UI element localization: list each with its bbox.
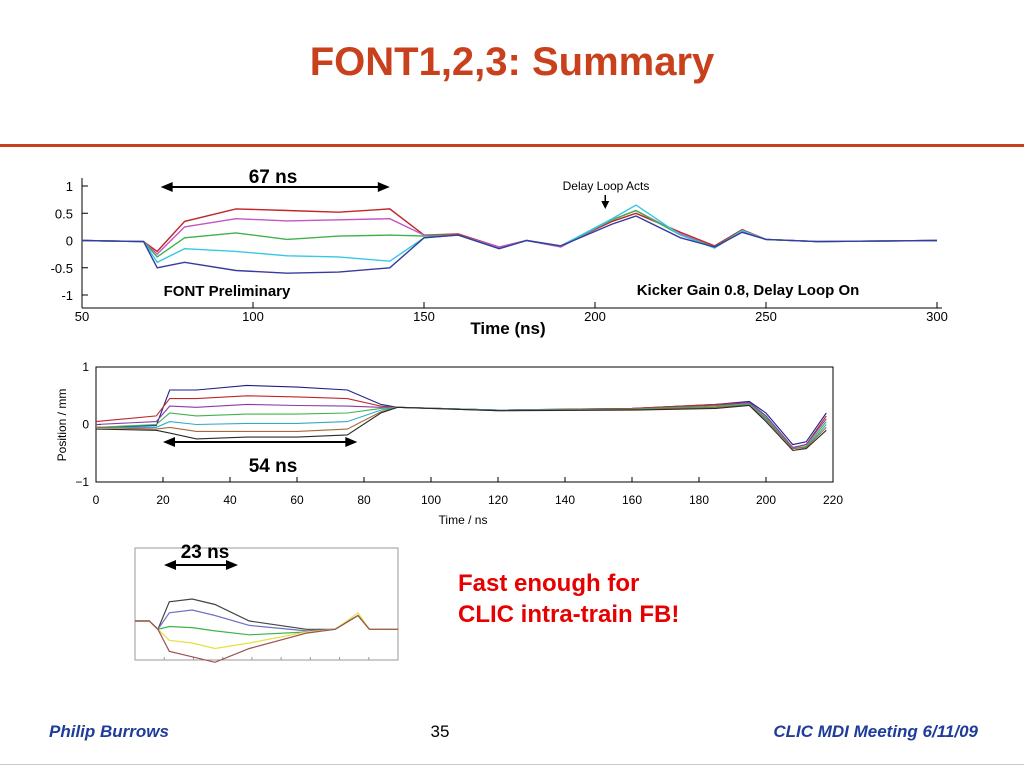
chart1-y-tick-label: -0.5 — [51, 261, 73, 276]
chart1-delay-arrow-head — [601, 201, 610, 209]
chart1-interval-arrow-left — [160, 182, 173, 192]
footer-event: CLIC MDI Meeting 6/11/09 — [773, 722, 978, 741]
chart1-x-tick-label: 300 — [926, 309, 948, 324]
slide-title: FONT1,2,3: Summary — [309, 40, 715, 84]
chart2-interval-arrow-left — [163, 437, 175, 447]
chart2-x-tick-label: 40 — [223, 493, 237, 507]
chart1-interval-arrow-right — [377, 182, 390, 192]
chart1-y-tick-label: 1 — [66, 179, 73, 194]
chart1-series-4 — [81, 204, 938, 264]
chart2-x-tick-label: 120 — [488, 493, 508, 507]
chart1-y-tick-label: 0.5 — [55, 206, 73, 221]
chart3-series-3 — [135, 614, 398, 636]
conclusion-note: Fast enough for CLIC intra-train FB! — [458, 568, 679, 630]
chart2-y-tick-label: −1 — [75, 475, 89, 489]
chart2-x-tick-label: 20 — [156, 493, 170, 507]
chart2-series-7 — [95, 404, 827, 451]
chart2-y-tick-label: 1 — [82, 360, 89, 374]
chart2-x-tick-label: 100 — [421, 493, 441, 507]
chart2-x-tick-label: 60 — [290, 493, 304, 507]
chart1-y-tick-label: -1 — [61, 288, 73, 303]
footer-divider — [0, 764, 1024, 765]
chart1-x-tick-label: 150 — [413, 309, 435, 324]
chart2-series-1 — [95, 384, 827, 446]
chart3-series-4 — [135, 611, 398, 650]
chart1-y-tick-label: 0 — [66, 234, 73, 249]
chart1-x-tick-label: 250 — [755, 309, 777, 324]
chart2-x-tick-label: 160 — [622, 493, 642, 507]
chart1-condition-label: Kicker Gain 0.8, Delay Loop On — [637, 282, 860, 299]
chart2-x-tick-label: 200 — [756, 493, 776, 507]
chart2-interval-arrow-right — [345, 437, 358, 447]
chart3-series-5 — [135, 614, 398, 663]
chart2-x-axis-label: Time / ns — [439, 513, 488, 527]
note-line-1: Fast enough for — [458, 570, 640, 597]
chart1-watermark: FONT Preliminary — [164, 283, 291, 300]
title-divider — [0, 144, 1024, 147]
chart1-series-2 — [81, 209, 938, 256]
note-line-2: CLIC intra-train FB! — [458, 601, 680, 628]
chart1-x-tick-label: 50 — [75, 309, 89, 324]
chart3-frame — [134, 547, 399, 661]
chart1-x-axis-label: Time (ns) — [470, 319, 545, 338]
chart1-series-5 — [81, 215, 938, 274]
chart1-x-tick-label: 100 — [242, 309, 264, 324]
chart1-x-tick-label: 200 — [584, 309, 606, 324]
chart2-series-2 — [95, 395, 827, 449]
footer-author: Philip Burrows — [49, 722, 169, 741]
chart3-interval-arrow-left — [164, 560, 176, 570]
chart1-interval-label: 67 ns — [249, 167, 298, 188]
chart3-interval-arrow-right — [226, 560, 238, 570]
chart2-y-tick-label: 0 — [82, 418, 89, 432]
chart2-x-tick-label: 220 — [823, 493, 843, 507]
chart1-arrow-label: Delay Loop Acts — [563, 179, 650, 193]
chart2-x-tick-label: 0 — [93, 493, 100, 507]
page-number: 35 — [430, 722, 450, 741]
chart3-interval-label: 23 ns — [181, 542, 230, 563]
chart2-x-tick-label: 80 — [357, 493, 371, 507]
chart2-interval-label: 54 ns — [249, 456, 298, 477]
chart2-x-tick-label: 140 — [555, 493, 575, 507]
chart2-y-axis-label: Position / mm — [55, 389, 69, 462]
chart2-x-tick-label: 180 — [689, 493, 709, 507]
